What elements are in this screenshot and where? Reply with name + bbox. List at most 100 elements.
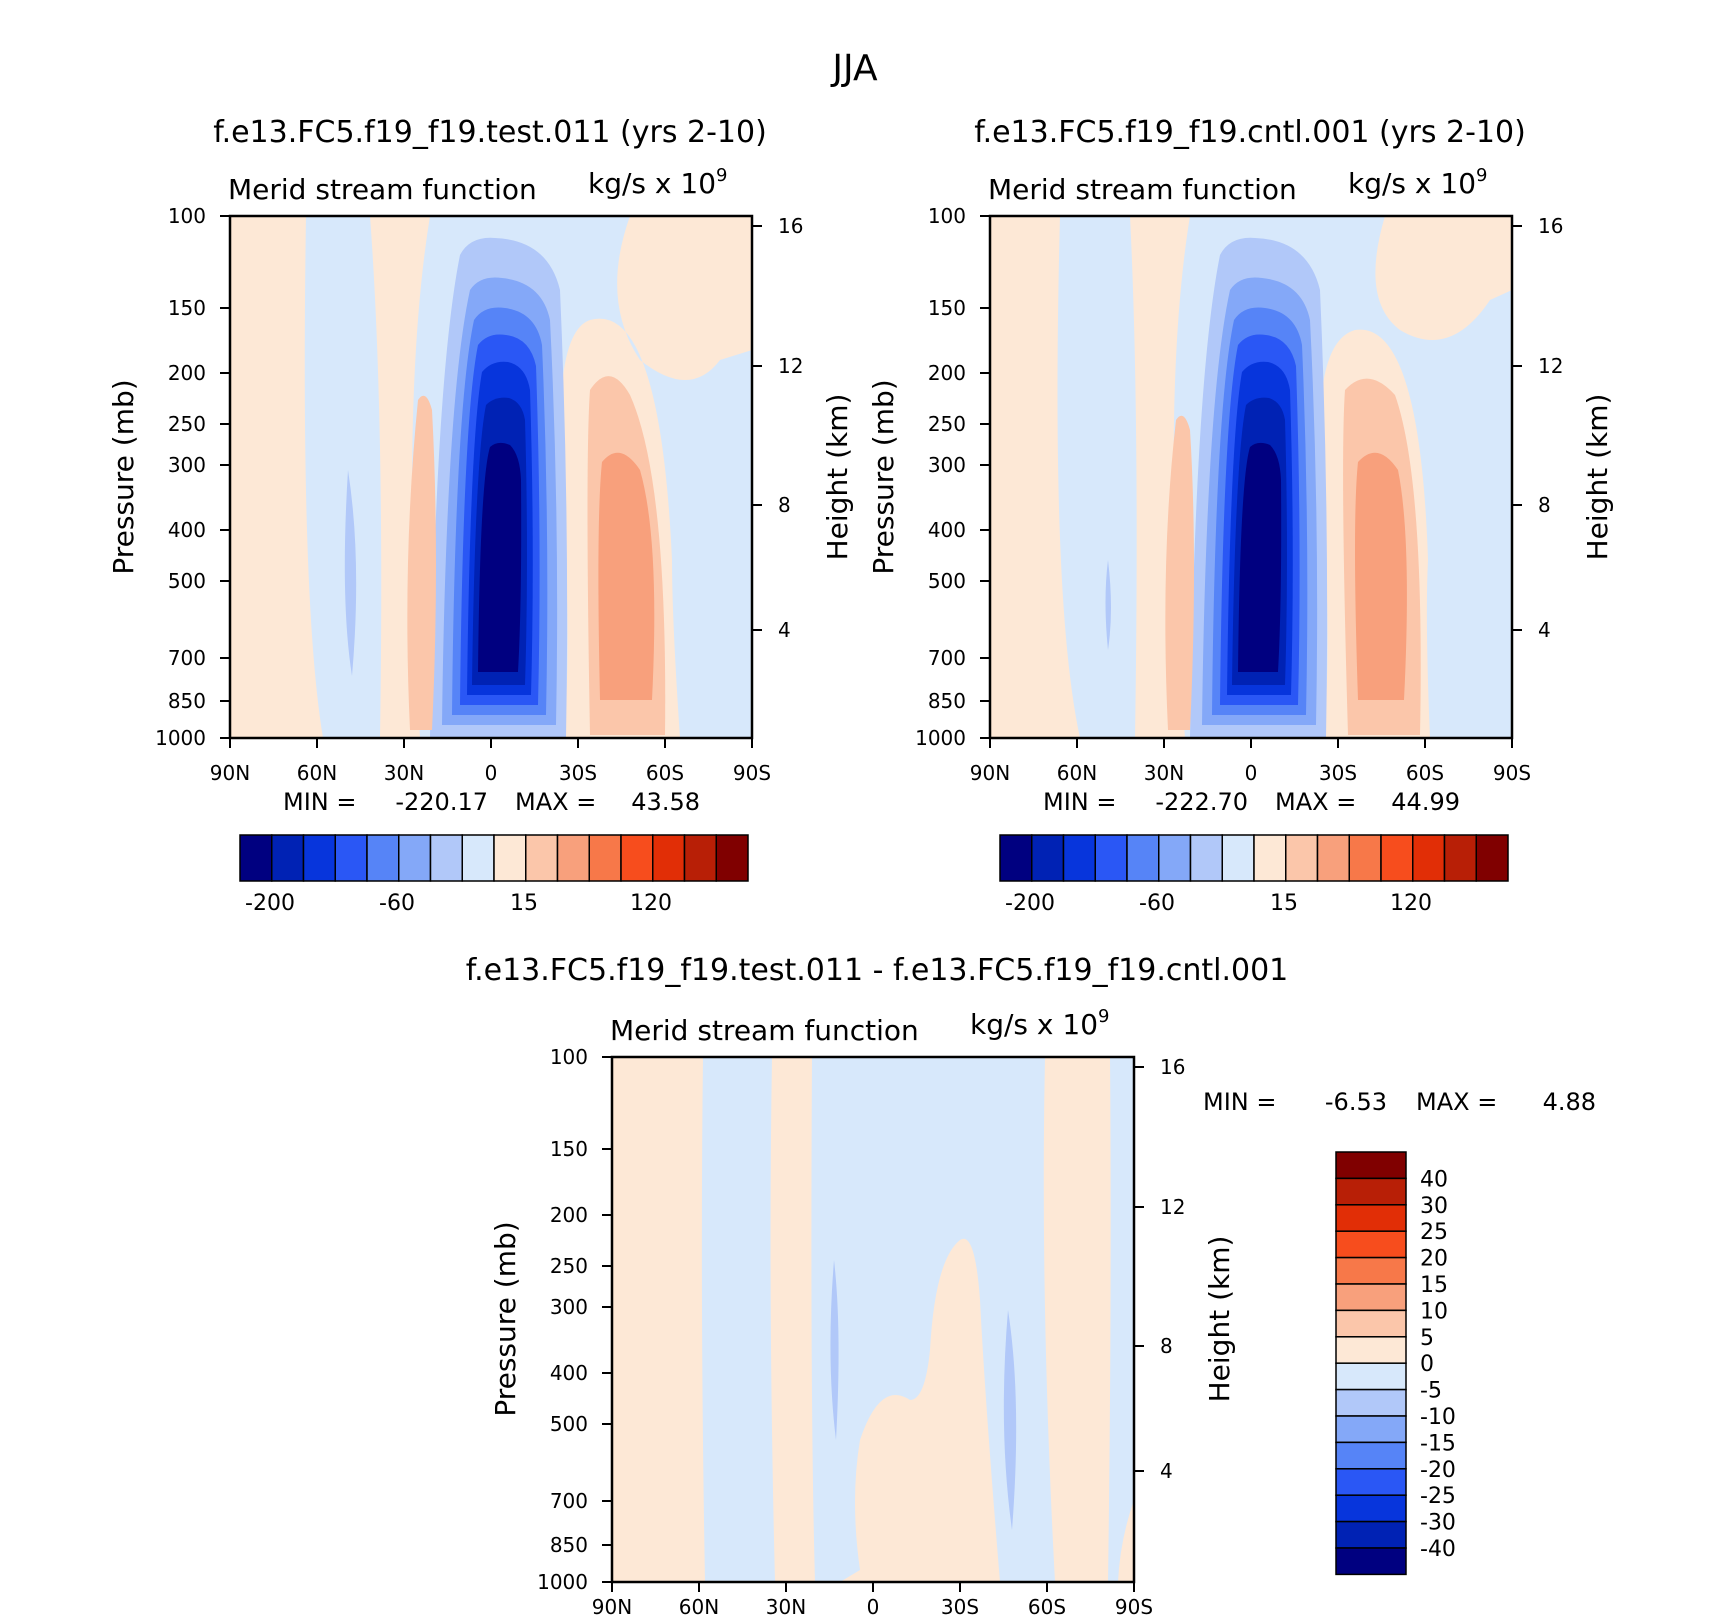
colorbar-label: -15: [1420, 1431, 1456, 1456]
right-axis: 16 12 8 4 Height (km): [752, 214, 854, 642]
min-value: -6.53: [1325, 1088, 1387, 1116]
max-value: 44.99: [1391, 788, 1460, 816]
y-tick-label: 400: [168, 518, 206, 542]
colorbar-swatch: [398, 834, 432, 882]
right-axis: 16 12 8 4 Height (km): [1512, 214, 1614, 642]
colorbar-swatch: [1335, 1230, 1407, 1259]
contour-band: [1355, 452, 1407, 700]
colorbar-label: -25: [1420, 1484, 1456, 1509]
y2-tick-label: 4: [1538, 618, 1551, 642]
colorbar-swatch: [620, 834, 654, 882]
contour-band: [701, 1057, 775, 1582]
colorbar: [999, 834, 1509, 882]
colorbar-label: 120: [630, 891, 672, 916]
min-label: MIN =: [1203, 1088, 1276, 1116]
y2-axis-label: Height (km): [1203, 1236, 1236, 1403]
colorbar-swatch: [239, 834, 273, 882]
axis-frame: 100 150 200 250 300 400 500 700 850 1000…: [867, 204, 1614, 785]
y-tick-label: 100: [168, 204, 206, 228]
colorbar-swatch: [1316, 834, 1350, 882]
y-tick-label: 200: [928, 361, 966, 385]
colorbar-swatch: [556, 834, 590, 882]
colorbar-swatch: [1412, 834, 1446, 882]
x-tick-label: 90N: [210, 761, 250, 785]
units-label: kg/s x 109: [1348, 165, 1487, 200]
panel-control: f.e13.FC5.f19_f19.cntl.001 (yrs 2-10) Me…: [867, 115, 1614, 916]
y2-tick-label: 12: [1538, 354, 1563, 378]
colorbar-label: 5: [1420, 1326, 1434, 1351]
x-tick-label: 60N: [1057, 761, 1097, 785]
contour-band: [1003, 1310, 1017, 1530]
y-tick-label: 150: [550, 1137, 588, 1161]
colorbar-swatch: [588, 834, 622, 882]
x-tick-label: 0: [867, 1595, 880, 1619]
colorbar-swatch: [429, 834, 463, 882]
max-value: 43.58: [631, 788, 700, 816]
colorbar-swatch: [271, 834, 305, 882]
axis-frame: 100 150 200 250 300 400 500 700 850 1000…: [489, 1045, 1236, 1619]
x-tick-label: 90N: [970, 761, 1010, 785]
colorbar-label: 10: [1420, 1299, 1448, 1324]
colorbar-swatch: [683, 834, 717, 882]
y-tick-label: 850: [550, 1533, 588, 1557]
colorbar-swatch: [1335, 1494, 1407, 1523]
bottom-axis: 90N 60N 30N 0 30S 60S 90S: [970, 738, 1531, 785]
y2-tick-label: 12: [1160, 1195, 1185, 1219]
y-tick-label: 700: [928, 646, 966, 670]
colorbar-swatch: [1189, 834, 1223, 882]
y-tick-label: 300: [168, 453, 206, 477]
colorbar-label: 120: [1390, 891, 1432, 916]
figure-title: JJA: [830, 48, 878, 89]
x-tick-label: 30S: [559, 761, 597, 785]
colorbar: [239, 834, 749, 882]
colorbar-swatch: [1253, 834, 1287, 882]
y-tick-label: 300: [550, 1295, 588, 1319]
colorbar-swatch: [1158, 834, 1192, 882]
y-tick-label: 150: [168, 296, 206, 320]
y-tick-label: 150: [928, 296, 966, 320]
y2-tick-label: 4: [778, 618, 791, 642]
y-axis-label: Pressure (mb): [489, 1221, 522, 1416]
y-axis-label: Pressure (mb): [867, 379, 900, 574]
contour-band: [1108, 1057, 1134, 1582]
panel-test: f.e13.FC5.f19_f19.test.011 (yrs 2-10) Me…: [107, 115, 854, 916]
colorbar-swatch: [1285, 834, 1319, 882]
contour-band: [830, 1260, 839, 1440]
x-tick-label: 60N: [297, 761, 337, 785]
y2-axis-label: Height (km): [821, 394, 854, 561]
colorbar-swatch: [1126, 834, 1160, 882]
y2-tick-label: 16: [1160, 1055, 1185, 1079]
min-value: -222.70: [1155, 788, 1248, 816]
y2-tick-label: 12: [778, 354, 803, 378]
contour-band: [478, 442, 522, 672]
colorbar-label: 20: [1420, 1247, 1448, 1272]
y-tick-label: 700: [550, 1489, 588, 1513]
colorbar-swatch: [1348, 834, 1382, 882]
x-tick-label: 90S: [1493, 761, 1531, 785]
max-label: MAX =: [1275, 788, 1356, 816]
colorbar-label: 30: [1420, 1194, 1448, 1219]
colorbar-swatch: [461, 834, 495, 882]
y-tick-label: 850: [928, 689, 966, 713]
min-label: MIN =: [283, 788, 356, 816]
max-label: MAX =: [1416, 1088, 1497, 1116]
x-tick-label: 90N: [592, 1595, 632, 1619]
contour-band: [811, 1057, 1055, 1582]
colorbar-swatch: [1335, 1362, 1407, 1391]
variable-label: Merid stream function: [988, 173, 1297, 206]
contour-band: [344, 470, 357, 676]
left-axis: 100 150 200 250 300 400 500 700 850 1000…: [867, 204, 990, 750]
y-tick-label: 250: [168, 412, 206, 436]
colorbar-label: 15: [1270, 891, 1298, 916]
colorbar-label: -200: [1005, 891, 1055, 916]
y-tick-label: 500: [928, 569, 966, 593]
max-value: 4.88: [1543, 1088, 1596, 1116]
colorbar-swatch: [1221, 834, 1255, 882]
y-tick-label: 250: [550, 1254, 588, 1278]
colorbar-swatch: [1094, 834, 1128, 882]
colorbar-swatch: [525, 834, 559, 882]
y-tick-label: 100: [550, 1045, 588, 1069]
colorbar-swatch: [1335, 1415, 1407, 1444]
panel-title: f.e13.FC5.f19_f19.test.011 (yrs 2-10): [213, 115, 767, 150]
